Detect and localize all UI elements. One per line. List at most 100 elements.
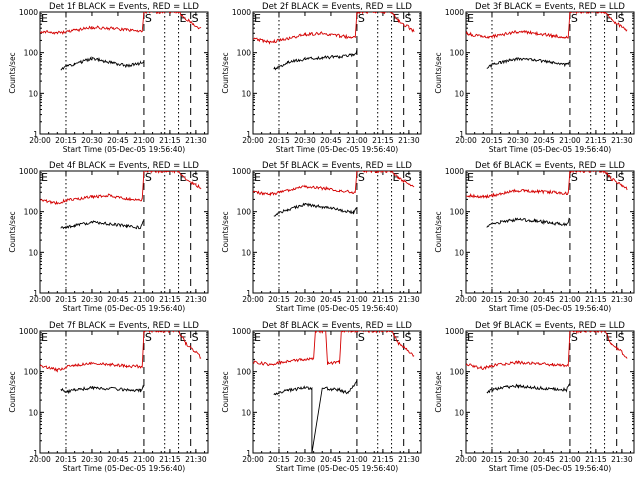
event-marker-label: S [192,12,199,25]
event-marker-label: S [358,171,365,184]
events-series-line [486,383,571,394]
x-tick-label: 21:00 [133,455,155,464]
event-marker-label: E [606,12,613,25]
y-tick-label: 1 [459,289,464,298]
detector-panel-9: Det 9f BLACK = Events, RED = LLD 1 10 100 10… [434,321,635,473]
y-tick-label: 1000 [19,327,38,336]
x-tick-label: 21:15 [585,455,607,464]
x-axis-label: Start Time (05-Dec-05 19:56:40) [489,304,611,313]
x-axis-label: Start Time (05-Dec-05 19:56:40) [489,145,611,154]
x-tick-label: 21:00 [133,136,155,145]
events-series-line [60,220,145,230]
x-tick-label: 20:45 [533,295,555,304]
x-tick-label: 20:00 [455,295,477,304]
x-tick-label: 20:15 [55,136,77,145]
event-marker-label: E [41,331,48,344]
x-tick-label: 21:30 [398,455,420,464]
y-tick-label: 1 [33,449,38,458]
x-tick-label: 21:00 [346,295,368,304]
y-tick-label: 10 [454,248,464,257]
x-tick-label: 20:00 [455,455,477,464]
event-marker-label: S [192,331,199,344]
y-tick-label: 100 [24,49,39,58]
y-tick-label: 100 [450,208,465,217]
plot-frame [252,170,422,294]
plot-frame [252,330,422,454]
event-marker-label: E [606,331,613,344]
event-marker-label: S [618,12,625,25]
x-tick-label: 20:45 [533,136,555,145]
x-tick-label: 21:00 [559,136,581,145]
y-tick-label: 1000 [445,327,464,336]
event-marker-label: S [145,171,152,184]
x-tick-label: 21:15 [372,295,394,304]
lld-series-line [466,12,628,40]
x-axis-label: Start Time (05-Dec-05 19:56:40) [63,464,185,473]
x-tick-label: 21:15 [585,136,607,145]
events-series-line [486,217,571,228]
y-tick-label: 1 [246,449,251,458]
panel-title: Det 9f BLACK = Events, RED = LLD [475,321,625,331]
lld-series-line [253,331,415,367]
event-marker-label: E [254,331,261,344]
x-tick-label: 20:45 [107,295,129,304]
event-marker-label: E [467,12,474,25]
events-series-line [273,202,358,217]
panel-title: Det 3f BLACK = Events, RED = LLD [475,2,625,12]
x-tick-label: 20:15 [481,295,503,304]
y-axis-label: Counts/sec [221,52,230,93]
y-tick-label: 10 [241,89,251,98]
x-axis-label: Start Time (05-Dec-05 19:56:40) [276,464,398,473]
x-tick-label: 20:00 [242,455,264,464]
y-axis-label: Counts/sec [221,371,230,412]
panel-title: Det 7f BLACK = Events, RED = LLD [49,321,199,331]
x-tick-label: 20:45 [533,455,555,464]
y-tick-label: 1000 [19,8,38,17]
y-axis-label: Counts/sec [434,371,443,412]
x-tick-label: 20:00 [242,295,264,304]
y-tick-label: 1 [33,289,38,298]
x-tick-label: 20:00 [29,455,51,464]
plot-frame [465,170,635,294]
x-tick-label: 20:00 [455,136,477,145]
lld-series-line [40,12,202,35]
x-tick-label: 21:30 [398,136,420,145]
x-tick-label: 21:00 [133,295,155,304]
y-tick-label: 1 [459,130,464,139]
x-tick-label: 20:15 [55,295,77,304]
x-tick-label: 21:15 [585,295,607,304]
event-marker-label: E [41,12,48,25]
x-axis-label: Start Time (05-Dec-05 19:56:40) [63,304,185,313]
event-marker-label: E [180,171,187,184]
events-series-line [273,49,358,71]
event-marker-label: S [192,171,199,184]
y-tick-label: 10 [28,89,38,98]
y-tick-label: 100 [237,368,252,377]
y-tick-label: 100 [237,49,252,58]
events-series-line [273,379,358,453]
x-tick-label: 21:15 [372,136,394,145]
y-tick-label: 100 [237,208,252,217]
detector-panel-7: Det 7f BLACK = Events, RED = LLD 1 10 100 10… [8,321,209,473]
x-tick-label: 21:30 [398,295,420,304]
events-series-line [486,57,571,69]
event-marker-label: S [618,331,625,344]
event-marker-label: S [358,12,365,25]
lld-series-line [40,171,202,205]
x-tick-label: 20:30 [81,136,103,145]
y-tick-label: 100 [24,368,39,377]
y-axis-label: Counts/sec [434,52,443,93]
lld-series-line [466,331,628,371]
x-tick-label: 20:30 [81,295,103,304]
x-tick-label: 21:15 [159,295,181,304]
detector-panel-2: Det 2f BLACK = Events, RED = LLD 1 10 100 10… [221,2,422,154]
x-tick-label: 21:30 [611,295,633,304]
x-tick-label: 21:30 [185,136,207,145]
event-marker-label: E [180,12,187,25]
y-tick-label: 10 [454,408,464,417]
x-tick-label: 20:30 [294,455,316,464]
y-tick-label: 100 [450,49,465,58]
event-marker-label: E [606,171,613,184]
y-tick-label: 1000 [232,8,251,17]
